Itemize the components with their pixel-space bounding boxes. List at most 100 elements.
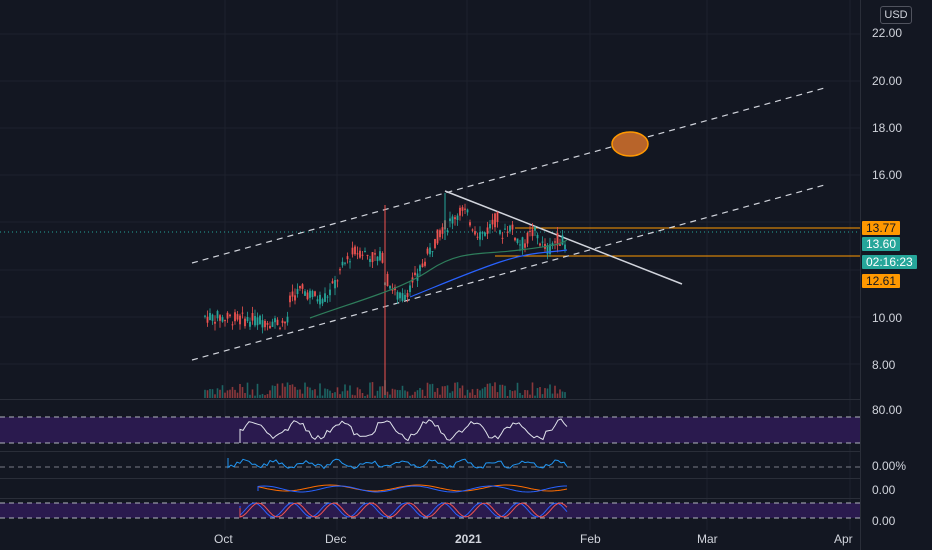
candle-body (359, 250, 361, 258)
volume-bar (306, 386, 309, 398)
currency-button[interactable]: USD (880, 6, 912, 24)
volume-bar (291, 384, 294, 398)
volume-bar (404, 390, 406, 398)
candle-body (296, 288, 299, 295)
candle-body (219, 315, 221, 321)
volume-bar (461, 385, 464, 398)
volume-bar (254, 395, 256, 398)
candle-body (284, 321, 286, 324)
candle-body (479, 232, 481, 240)
volume-bar (429, 384, 431, 398)
volume-bar (324, 388, 326, 398)
volume-bar (436, 388, 439, 398)
candle-body (346, 256, 349, 260)
volume-bar (551, 393, 554, 398)
volume-bar (256, 383, 259, 398)
candle-body (526, 232, 529, 244)
pane-separator[interactable] (0, 478, 860, 479)
bar-countdown-tag: 02:16:23 (862, 255, 917, 269)
volume-bar (309, 387, 311, 398)
volume-bar (314, 389, 316, 398)
volume-bar (374, 395, 376, 398)
volume-bar (399, 390, 401, 398)
volume-bar (249, 394, 251, 398)
volume-bar (421, 389, 424, 398)
volume-bar (236, 392, 239, 398)
volume-bar (361, 392, 364, 398)
volume-bar (559, 389, 561, 398)
volume-bar (469, 392, 471, 398)
candle-body (309, 290, 311, 298)
ma-line-green (309, 239, 568, 319)
volume-bar (334, 392, 336, 398)
volume-bar (549, 384, 551, 398)
volume-bar (446, 385, 449, 398)
volume-bar (344, 384, 346, 398)
volume-bar (474, 395, 476, 398)
price-tick: 20.00 (872, 74, 903, 88)
volume-bar (316, 395, 319, 398)
volume-bar (459, 388, 461, 398)
volume-bar (371, 382, 374, 398)
candle-body (311, 290, 314, 298)
candle-body (469, 222, 471, 226)
candle-body (331, 281, 334, 284)
volume-bar (204, 389, 206, 398)
candle-body (536, 234, 539, 239)
volume-bar (544, 388, 546, 398)
candle-body (506, 231, 509, 233)
candle-body (481, 231, 484, 234)
pane-separator[interactable] (0, 451, 860, 452)
volume-bar (479, 390, 481, 398)
candle-body (546, 245, 549, 255)
candle-body (351, 247, 354, 255)
candle-body (321, 299, 324, 304)
candle-body (244, 318, 246, 327)
pane-separator[interactable] (0, 399, 860, 400)
candle-body (236, 314, 239, 320)
volume-bar (339, 394, 341, 398)
candle-body (299, 285, 301, 289)
candle-body (314, 291, 316, 296)
last-price-tag: 13.60 (862, 237, 901, 251)
volume-bar (369, 382, 371, 398)
pane-separator[interactable] (0, 498, 860, 499)
volume-bar (439, 394, 441, 398)
indicator-value-label: 0.00 (872, 514, 896, 528)
candle-body (524, 243, 526, 248)
volume-bar (519, 392, 521, 398)
candle-body (354, 246, 356, 255)
candle-body (206, 316, 209, 323)
candle-body (329, 289, 331, 296)
candle-body (249, 321, 251, 327)
volume-bar (556, 393, 559, 398)
volume-bar (506, 395, 509, 398)
volume-bar (441, 386, 444, 398)
candle-body (281, 320, 284, 323)
volume-bar (484, 387, 486, 398)
volume-bar (386, 391, 389, 398)
candle-body (251, 313, 254, 321)
candle-body (564, 244, 566, 250)
volume-bar (299, 389, 301, 398)
volume-bar (391, 388, 394, 398)
volume-bar (379, 386, 381, 398)
volume-bar (241, 387, 244, 398)
candle-body (349, 261, 351, 263)
candle-body (341, 261, 344, 266)
candle-body (486, 227, 489, 234)
candle-body (516, 238, 519, 243)
candle-body (264, 320, 266, 328)
volume-bar (499, 384, 501, 398)
candle-body (334, 279, 336, 289)
candle-body (541, 241, 544, 243)
rsi-background-band (0, 417, 860, 443)
volume-bar (444, 386, 446, 398)
volume-bar (286, 382, 289, 398)
candle-body (289, 295, 291, 303)
time-axis-label: Apr (834, 532, 853, 546)
volume-bar (376, 390, 379, 398)
candle-body (531, 229, 534, 237)
